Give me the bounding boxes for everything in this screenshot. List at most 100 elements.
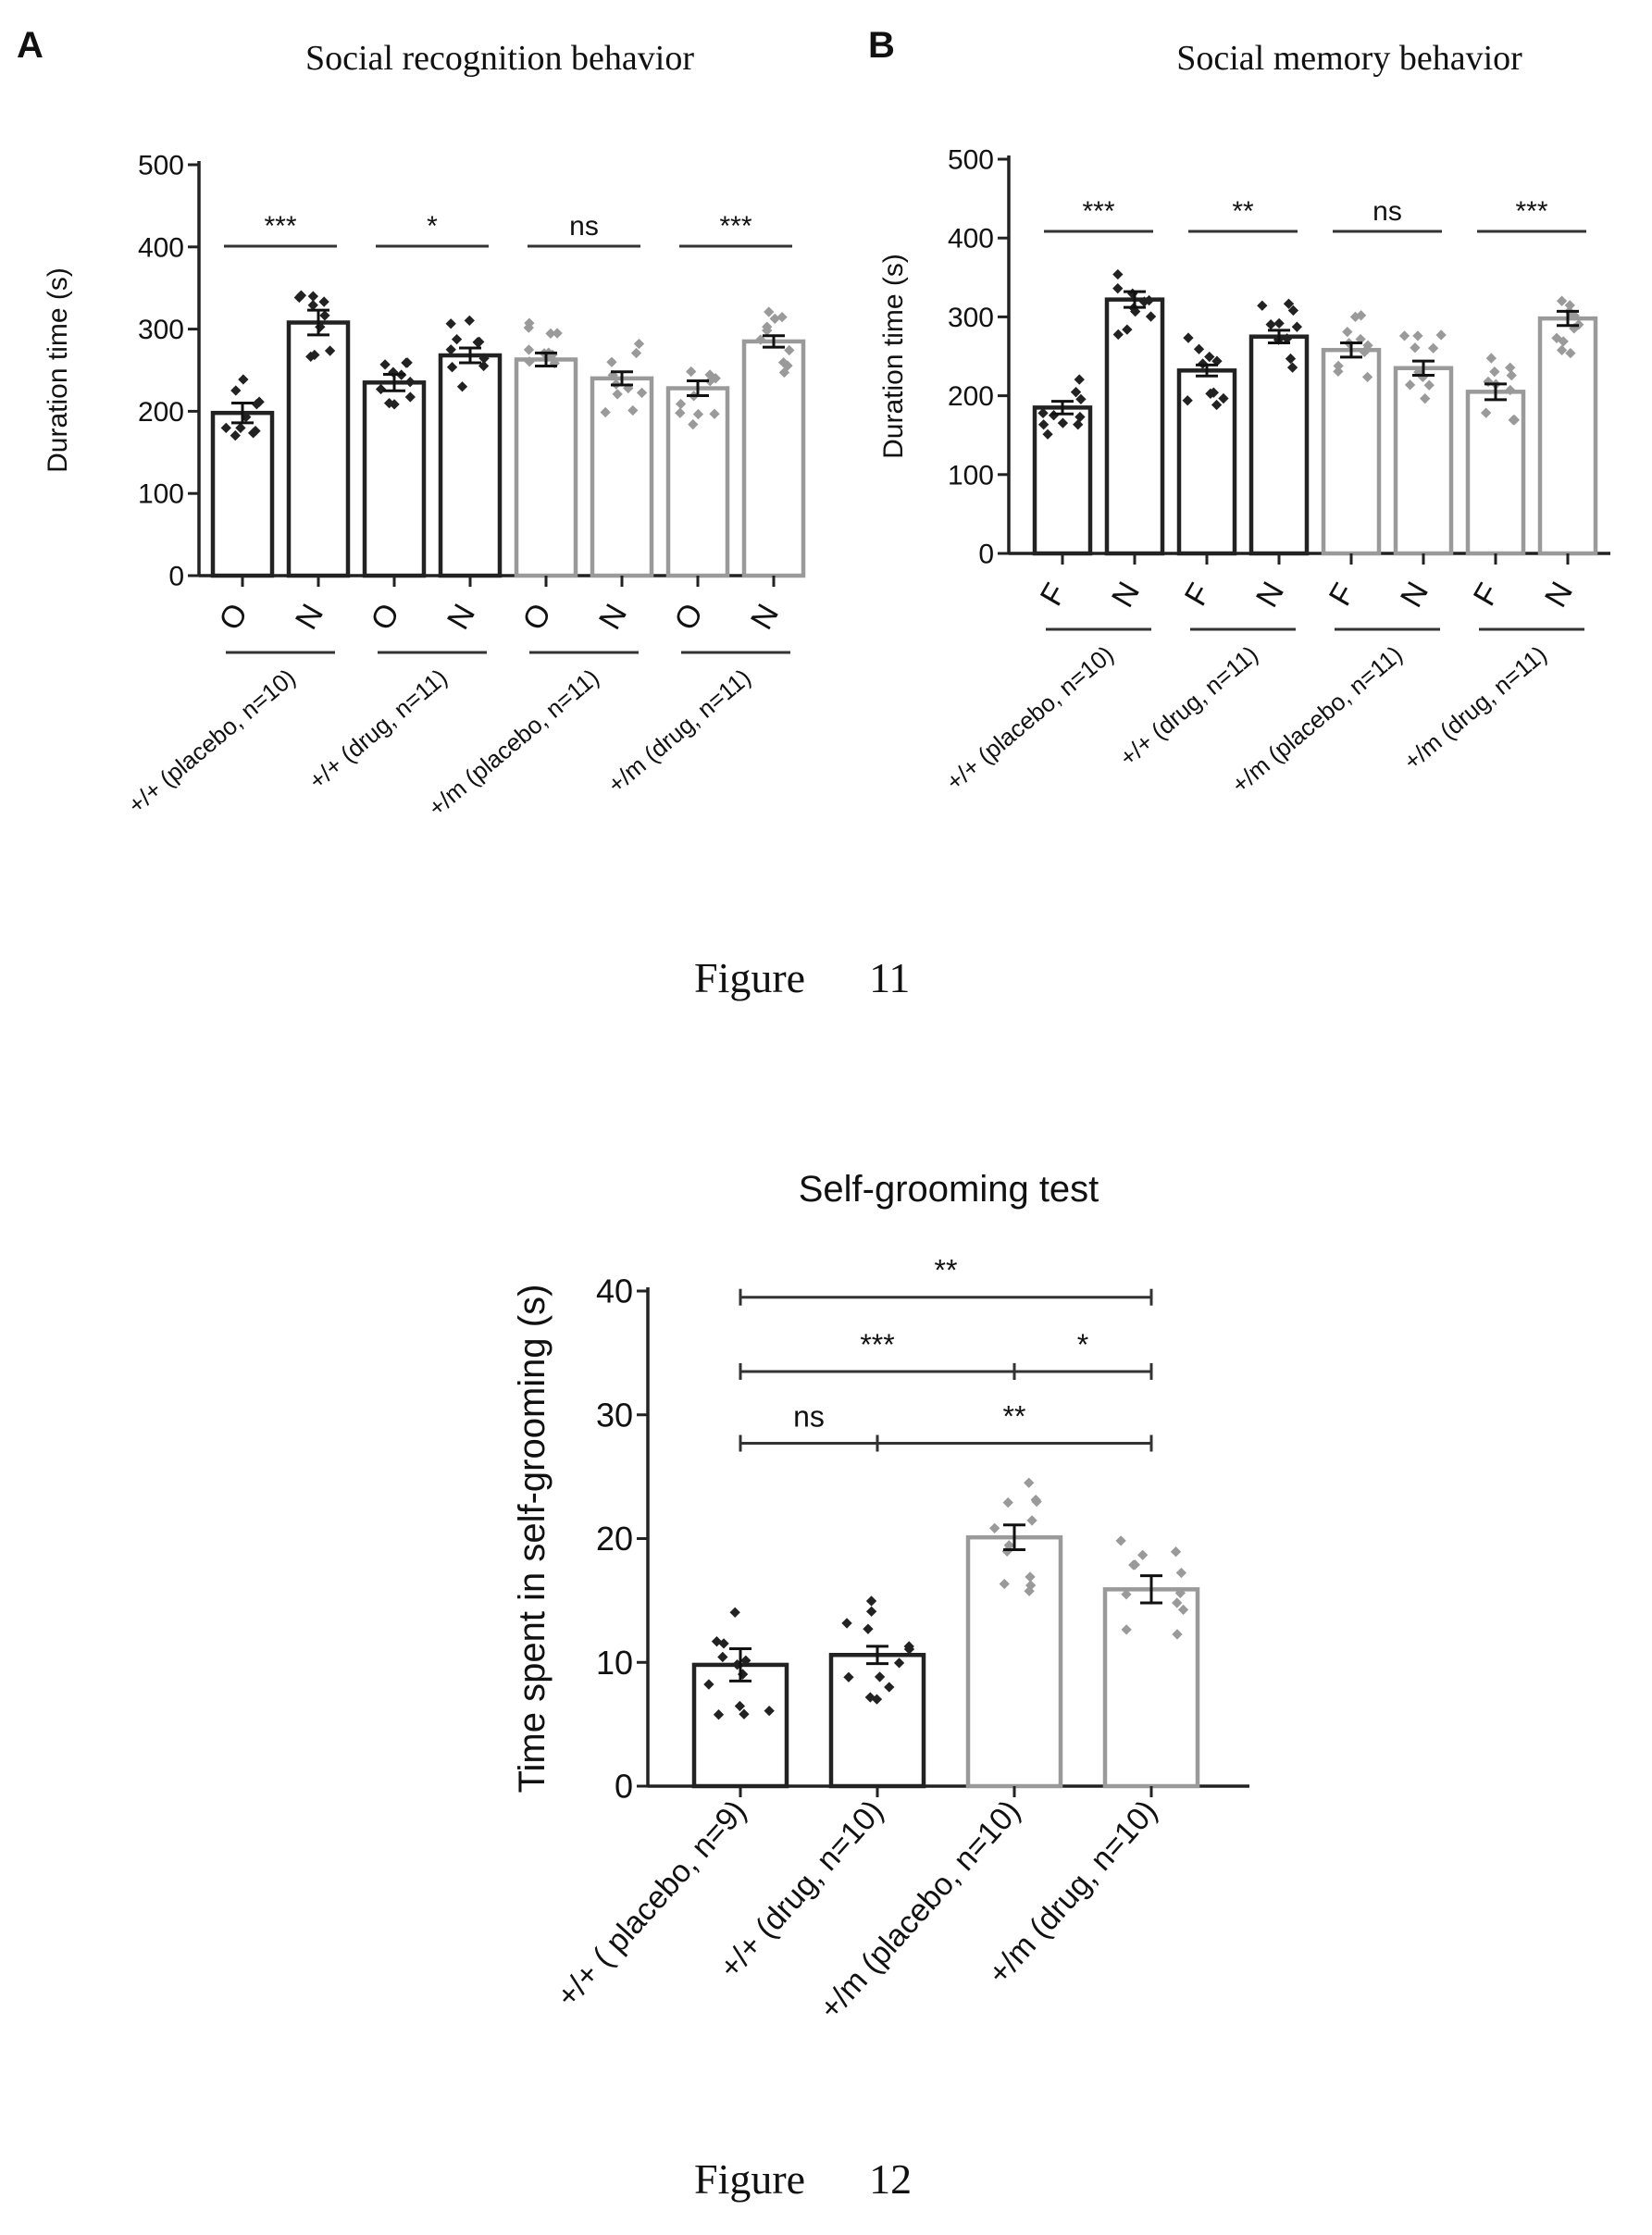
chart-self-grooming: Self-grooming test Time spent in self-gro… [512,1169,1249,2026]
data-point [704,376,715,387]
data-point [1025,1580,1037,1591]
data-point [1283,298,1295,309]
data-point [472,337,483,348]
data-point [1218,392,1229,404]
data-point [1037,419,1050,430]
data-point [675,407,686,418]
data-point [612,389,623,400]
y-tick-label: 200 [138,397,184,428]
data-point [704,369,715,380]
y-tick-label: 200 [948,381,994,412]
y-tick-label: 500 [138,151,184,181]
x-tick-label: O [212,598,255,637]
data-point [1177,1604,1189,1616]
data-point [1404,379,1416,391]
y-axis-label: Duration time (s) [43,267,73,473]
significance-label: ns [1373,196,1402,227]
x-tick-label: N [289,598,330,635]
y-tick-label: 500 [948,145,994,176]
data-point [1073,419,1084,430]
data-point [893,1658,905,1669]
data-point [999,1578,1010,1590]
data-point [884,1682,895,1693]
data-point [251,399,263,410]
data-point [1130,305,1141,317]
bar [1537,316,1598,556]
data-point [703,1679,714,1690]
data-point [404,377,416,388]
data-point [1031,1496,1042,1508]
panel-label-b: B [868,25,895,66]
bar [438,353,503,578]
y-axis-label: Duration time (s) [878,254,909,459]
y-tick-label: 300 [138,315,184,345]
data-point [445,344,456,355]
data-point [1182,395,1193,406]
bar [362,380,427,578]
data-point [784,344,795,356]
data-point [865,1606,877,1617]
data-point [764,1705,775,1717]
y-tick-label: 20 [596,1520,633,1558]
group-label: +/+ (drug, n=11) [1114,640,1263,772]
data-point [1037,407,1049,419]
data-point [1128,1559,1139,1571]
data-point [1565,347,1576,359]
data-point [1281,333,1293,344]
bar [590,376,654,578]
data-point [717,1651,728,1663]
data-point [324,345,336,356]
data-point [1115,1535,1126,1546]
data-point [1361,371,1373,383]
data-point [1287,304,1299,317]
group-label: +/+ (drug, n=11) [304,664,453,795]
data-point [1172,1629,1183,1640]
data-point [729,1607,740,1618]
chart-title: Self-grooming test [799,1169,1099,1210]
data-point [478,353,490,364]
data-point [843,1671,854,1682]
bar [1248,334,1310,556]
bracket-label: ** [1003,1400,1026,1434]
data-point [606,356,617,367]
bar [1321,347,1382,556]
data-point [718,1638,729,1649]
data-point [1556,295,1568,306]
data-point [1359,346,1371,357]
x-tick-label: O [515,598,558,637]
x-tick-label: F [1178,577,1218,612]
data-point [1273,317,1285,329]
data-point [1145,311,1157,322]
data-point [776,311,788,323]
data-point [307,291,318,302]
bar [1032,405,1093,556]
bar [965,1534,1063,1789]
data-point [464,315,475,327]
data-point [545,328,556,340]
chart-social-memory: Social memory behavior Duration time (s) 0… [878,39,1610,799]
data-point [1057,417,1069,428]
group-label: +/+ (placebo, n=10) [122,664,301,819]
data-point [456,381,468,392]
x-tick-label: +/+ ( placebo, n=9) [550,1794,753,2014]
group-label: +/m (drug, n=11) [1398,640,1552,776]
data-point [402,357,413,368]
data-point [1112,268,1124,280]
data-point [1427,342,1439,354]
data-point [709,408,720,419]
data-point [764,306,775,317]
data-point [627,404,639,416]
data-point [1505,362,1516,373]
data-point [1075,393,1087,405]
bar [741,339,806,578]
data-point [404,391,416,403]
data-point [1112,283,1124,294]
data-point [220,422,231,434]
data-point [734,1700,746,1712]
data-point [633,338,645,350]
y-axis-label: Time spent in self-grooming (s) [512,1285,553,1794]
data-point [1074,411,1086,423]
data-point [871,1694,883,1705]
x-tick-label: O [667,598,710,637]
data-point [1291,321,1303,332]
